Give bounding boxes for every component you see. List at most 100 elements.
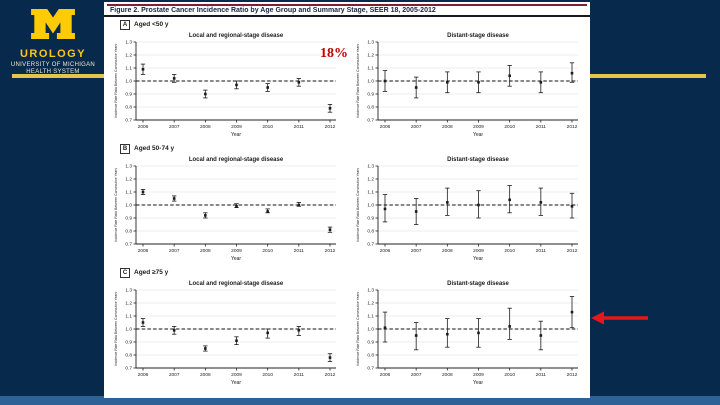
svg-text:2006: 2006 (138, 248, 149, 254)
figure-title-rule (104, 15, 590, 17)
svg-text:2012: 2012 (567, 248, 578, 254)
svg-text:2010: 2010 (504, 248, 515, 254)
panel-b-section: B Aged 50-74 y 0.7 0.8 0.9 1.0 1.1 1.2 1.3 2006… (104, 143, 590, 265)
svg-text:1.0: 1.0 (125, 203, 132, 209)
svg-text:Year: Year (473, 256, 483, 262)
svg-text:0.7: 0.7 (367, 366, 374, 372)
chart-a-distant: 0.7 0.8 0.9 1.0 1.1 1.2 1.3 2006 2007 2008 2009 201… (354, 29, 582, 141)
svg-text:Incidence Rate Ratio Between C: Incidence Rate Ratio Between Consecutive… (113, 292, 118, 366)
svg-text:2010: 2010 (262, 124, 273, 130)
svg-text:1.3: 1.3 (367, 40, 374, 46)
svg-text:2008: 2008 (200, 248, 211, 254)
svg-text:1.3: 1.3 (367, 164, 374, 170)
svg-text:0.9: 0.9 (367, 92, 374, 98)
svg-text:2007: 2007 (411, 372, 422, 378)
svg-text:2010: 2010 (262, 248, 273, 254)
svg-text:Year: Year (473, 132, 483, 138)
svg-text:2009: 2009 (473, 124, 484, 130)
chart-b-distant: 0.7 0.8 0.9 1.0 1.1 1.2 1.3 2006 2007 2008 2009 201… (354, 153, 582, 265)
svg-text:2006: 2006 (380, 372, 391, 378)
svg-text:0.8: 0.8 (125, 353, 132, 359)
svg-text:2007: 2007 (411, 248, 422, 254)
svg-text:2006: 2006 (380, 124, 391, 130)
svg-text:2007: 2007 (169, 372, 180, 378)
panel-letter-box: A (120, 19, 130, 30)
svg-text:2006: 2006 (380, 248, 391, 254)
svg-text:2007: 2007 (169, 124, 180, 130)
svg-text:1.0: 1.0 (367, 327, 374, 333)
svg-text:2010: 2010 (504, 372, 515, 378)
svg-text:Incidence Rate Ratio Between C: Incidence Rate Ratio Between Consecutive… (355, 168, 360, 242)
svg-text:2006: 2006 (138, 124, 149, 130)
panel-c-section: C Aged ≥75 y 0.7 0.8 0.9 1.0 1.1 1.2 1.3 2006 20… (104, 267, 590, 389)
svg-text:2012: 2012 (325, 248, 336, 254)
panel-b-charts: 0.7 0.8 0.9 1.0 1.1 1.2 1.3 2006 2007 2008 2009 201… (112, 153, 590, 265)
svg-text:1.2: 1.2 (125, 177, 132, 183)
svg-text:1.1: 1.1 (367, 66, 374, 72)
svg-text:1.2: 1.2 (367, 301, 374, 307)
logo-subtitle-line2: HEALTH SYSTEM (26, 69, 80, 75)
logo-subtitle-line1: UNIVERSITY OF MICHIGAN (10, 62, 96, 68)
svg-text:1.2: 1.2 (367, 53, 374, 59)
panel-age-label: Aged <50 y (134, 21, 169, 28)
svg-text:2012: 2012 (325, 372, 336, 378)
svg-text:2009: 2009 (231, 248, 242, 254)
panel-letter-box: C (120, 267, 130, 278)
svg-text:2012: 2012 (567, 372, 578, 378)
svg-text:0.7: 0.7 (367, 242, 374, 248)
svg-text:Incidence Rate Ratio Between C: Incidence Rate Ratio Between Consecutive… (355, 292, 360, 366)
svg-text:Incidence Rate Ratio Between C: Incidence Rate Ratio Between Consecutive… (113, 168, 118, 242)
svg-text:0.7: 0.7 (125, 242, 132, 248)
logo-title: UROLOGY (19, 48, 87, 60)
svg-text:Local and regional-stage disea: Local and regional-stage disease (189, 33, 284, 39)
panel-b-header: B Aged 50-74 y (120, 143, 590, 154)
svg-text:2011: 2011 (536, 372, 547, 378)
svg-text:1.3: 1.3 (125, 288, 132, 294)
svg-text:Local and regional-stage disea: Local and regional-stage disease (189, 281, 284, 287)
panel-a-header: A Aged <50 y (120, 19, 590, 30)
svg-text:0.7: 0.7 (125, 118, 132, 124)
svg-text:0.8: 0.8 (125, 229, 132, 235)
figure-panel: Figure 2. Prostate Cancer Incidence Rati… (104, 2, 590, 398)
um-urology-logo: UROLOGY UNIVERSITY OF MICHIGAN HEALTH SY… (0, 0, 106, 80)
svg-text:Distant-stage disease: Distant-stage disease (447, 281, 509, 287)
svg-text:2012: 2012 (567, 124, 578, 130)
figure-top-rule (107, 4, 587, 6)
svg-text:2008: 2008 (200, 124, 211, 130)
svg-text:1.3: 1.3 (125, 164, 132, 170)
chart-c-local-regional: 0.7 0.8 0.9 1.0 1.1 1.2 1.3 2006 2007 2008 2009 201… (112, 277, 340, 389)
svg-text:0.8: 0.8 (367, 105, 374, 111)
svg-text:Distant-stage disease: Distant-stage disease (447, 33, 509, 39)
svg-text:2009: 2009 (473, 248, 484, 254)
svg-text:1.0: 1.0 (367, 79, 374, 85)
svg-text:0.9: 0.9 (125, 92, 132, 98)
svg-text:2008: 2008 (200, 372, 211, 378)
svg-text:2010: 2010 (504, 124, 515, 130)
panel-letter-box: B (120, 143, 130, 154)
svg-text:1.1: 1.1 (125, 66, 132, 72)
svg-text:1.3: 1.3 (125, 40, 132, 46)
svg-text:Incidence Rate Ratio Between C: Incidence Rate Ratio Between Consecutive… (113, 44, 118, 118)
figure-title: Figure 2. Prostate Cancer Incidence Rati… (110, 7, 436, 14)
chart-c-distant: 0.7 0.8 0.9 1.0 1.1 1.2 1.3 2006 2007 2008 2009 201… (354, 277, 582, 389)
block-m-icon (31, 9, 75, 39)
svg-text:1.1: 1.1 (125, 314, 132, 320)
svg-text:2009: 2009 (231, 372, 242, 378)
svg-text:1.2: 1.2 (125, 301, 132, 307)
svg-text:2008: 2008 (442, 372, 453, 378)
svg-text:1.3: 1.3 (367, 288, 374, 294)
svg-text:Year: Year (231, 132, 241, 138)
svg-text:2007: 2007 (169, 248, 180, 254)
svg-text:Distant-stage disease: Distant-stage disease (447, 157, 509, 163)
panel-c-charts: 0.7 0.8 0.9 1.0 1.1 1.2 1.3 2006 2007 2008 2009 201… (112, 277, 590, 389)
chart-b-local-regional: 0.7 0.8 0.9 1.0 1.1 1.2 1.3 2006 2007 2008 2009 201… (112, 153, 340, 265)
svg-text:0.7: 0.7 (125, 366, 132, 372)
chart-a-local-regional: 0.7 0.8 0.9 1.0 1.1 1.2 1.3 2006 2007 2008 2009 201… (112, 29, 340, 141)
left-arrow-icon (591, 311, 648, 325)
svg-text:0.8: 0.8 (367, 353, 374, 359)
svg-text:2011: 2011 (536, 248, 547, 254)
svg-text:1.1: 1.1 (367, 314, 374, 320)
svg-text:0.8: 0.8 (125, 105, 132, 111)
panel-c-header: C Aged ≥75 y (120, 267, 590, 278)
